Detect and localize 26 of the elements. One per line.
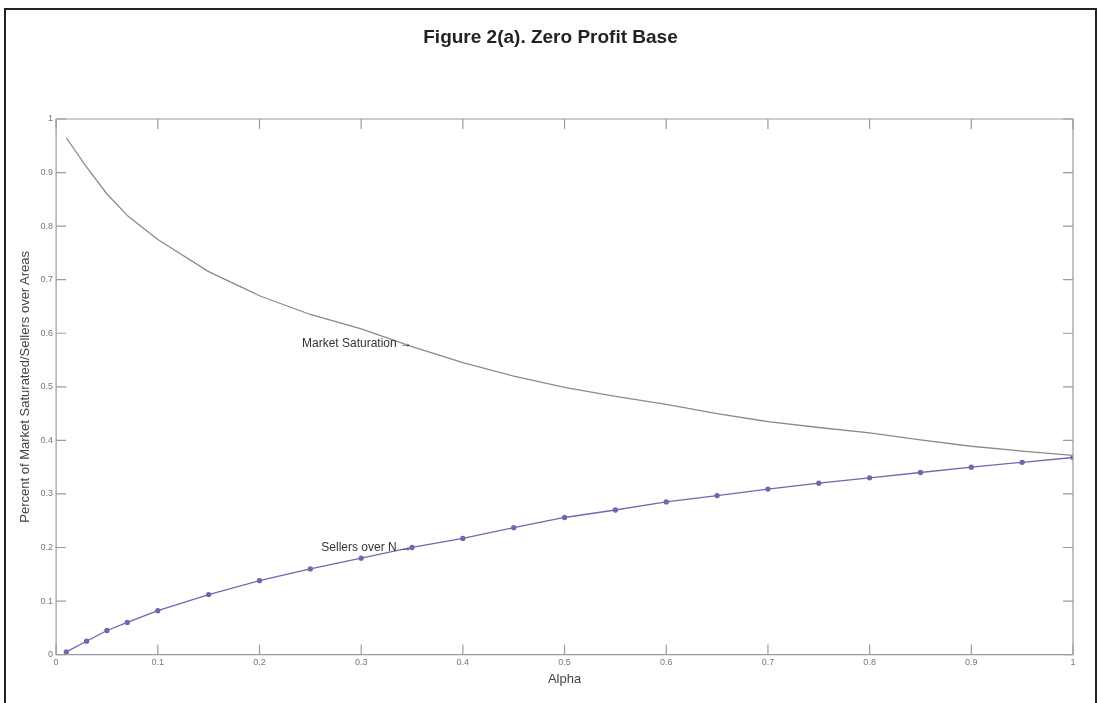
chart-title: Figure 2(a). Zero Profit Base [422,26,679,48]
y-tick-label: 0.2 [40,541,54,552]
annotation: Sellers over N → [321,539,413,554]
y-tick-label: 0.4 [40,434,54,445]
y-tick-label: 0.9 [40,167,54,178]
x-axis-title: Alpha [547,670,582,686]
x-tick-label: 0.1 [151,657,165,668]
y-tick-label: 0.5 [40,381,54,392]
annotation: Market Saturation → [301,336,413,351]
x-tick-label: 0.6 [659,657,673,668]
y-axis-title: Percent of Market Saturated/Sellers over Areas [17,250,33,523]
y-tick-label: 1 [48,113,54,124]
x-tick-label: 0.2 [253,657,266,668]
y-tick-label: 0.8 [40,220,54,231]
x-tick-label: 0.7 [761,657,775,668]
y-tick-label: 0.1 [40,595,54,606]
y-tick-label: 0 [48,649,54,660]
x-tick-label: 0.4 [456,657,470,668]
x-tick-label: 0.5 [558,657,571,668]
x-tick-label: 0.8 [863,657,876,668]
x-tick-label: 0.3 [354,657,368,668]
y-tick-label: 0.3 [40,488,54,499]
y-tick-label: 0.7 [40,274,54,285]
y-tick-label: 0.6 [40,327,54,338]
x-tick-label: 1 [1070,657,1076,668]
x-tick-label: 0.9 [965,657,978,668]
